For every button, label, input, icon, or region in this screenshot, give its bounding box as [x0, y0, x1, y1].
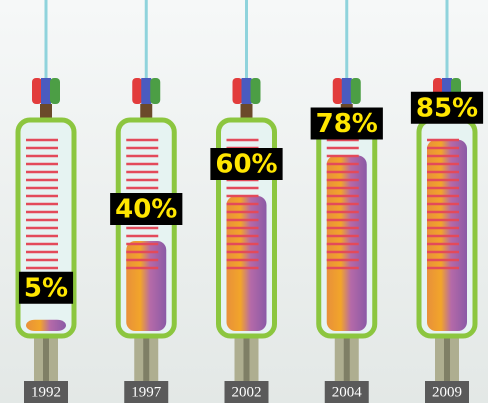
- plunger-shade: [143, 336, 150, 382]
- syringe: 78% 2004: [310, 0, 383, 403]
- fill-level: [126, 241, 167, 331]
- year-label-box: [24, 381, 68, 403]
- x-tick-label: 1997: [131, 384, 162, 400]
- syringe: 60% 2002: [210, 0, 283, 403]
- year-label-box: [324, 381, 369, 403]
- cap-red: [232, 78, 243, 104]
- value-label-box: [210, 148, 283, 180]
- x-tick-label: 2004: [332, 384, 363, 400]
- value-label: 60%: [215, 150, 277, 180]
- syringe: 5% 1992: [15, 0, 77, 403]
- year-label-box: [224, 381, 269, 403]
- cap-green: [250, 78, 261, 104]
- year-label-box: [425, 381, 469, 403]
- cap-red: [132, 78, 143, 104]
- year-label-box: [124, 381, 169, 403]
- cap-blue: [141, 78, 152, 104]
- value-label: 85%: [416, 93, 478, 123]
- plunger-shade: [243, 336, 250, 382]
- cap-red: [332, 78, 343, 104]
- syringe: 85% 2009: [410, 0, 484, 403]
- x-tick-label: 1992: [31, 384, 61, 400]
- x-tick-label: 2002: [232, 384, 262, 400]
- cap-green: [50, 78, 60, 104]
- fill-level: [226, 196, 267, 331]
- cap-blue: [241, 78, 252, 104]
- syringe: 40% 1997: [110, 0, 183, 403]
- cap-blue: [442, 78, 452, 104]
- cap-green: [150, 78, 161, 104]
- cap-blue: [41, 78, 51, 104]
- cap-red: [32, 78, 42, 104]
- value-label-box: [110, 193, 183, 225]
- value-label: 5%: [24, 273, 68, 303]
- plunger-shade: [43, 336, 49, 382]
- fill-level: [26, 319, 66, 331]
- x-tick-label: 2009: [432, 384, 462, 400]
- cap-blue: [341, 78, 352, 104]
- value-label: 78%: [316, 109, 378, 139]
- cap-green: [350, 78, 361, 104]
- plunger-shade: [343, 336, 350, 382]
- value-label-box: [310, 107, 383, 140]
- plunger-shade: [444, 336, 450, 382]
- value-label-box: [410, 91, 484, 124]
- value-label-box: [18, 271, 74, 304]
- value-label: 40%: [115, 195, 177, 225]
